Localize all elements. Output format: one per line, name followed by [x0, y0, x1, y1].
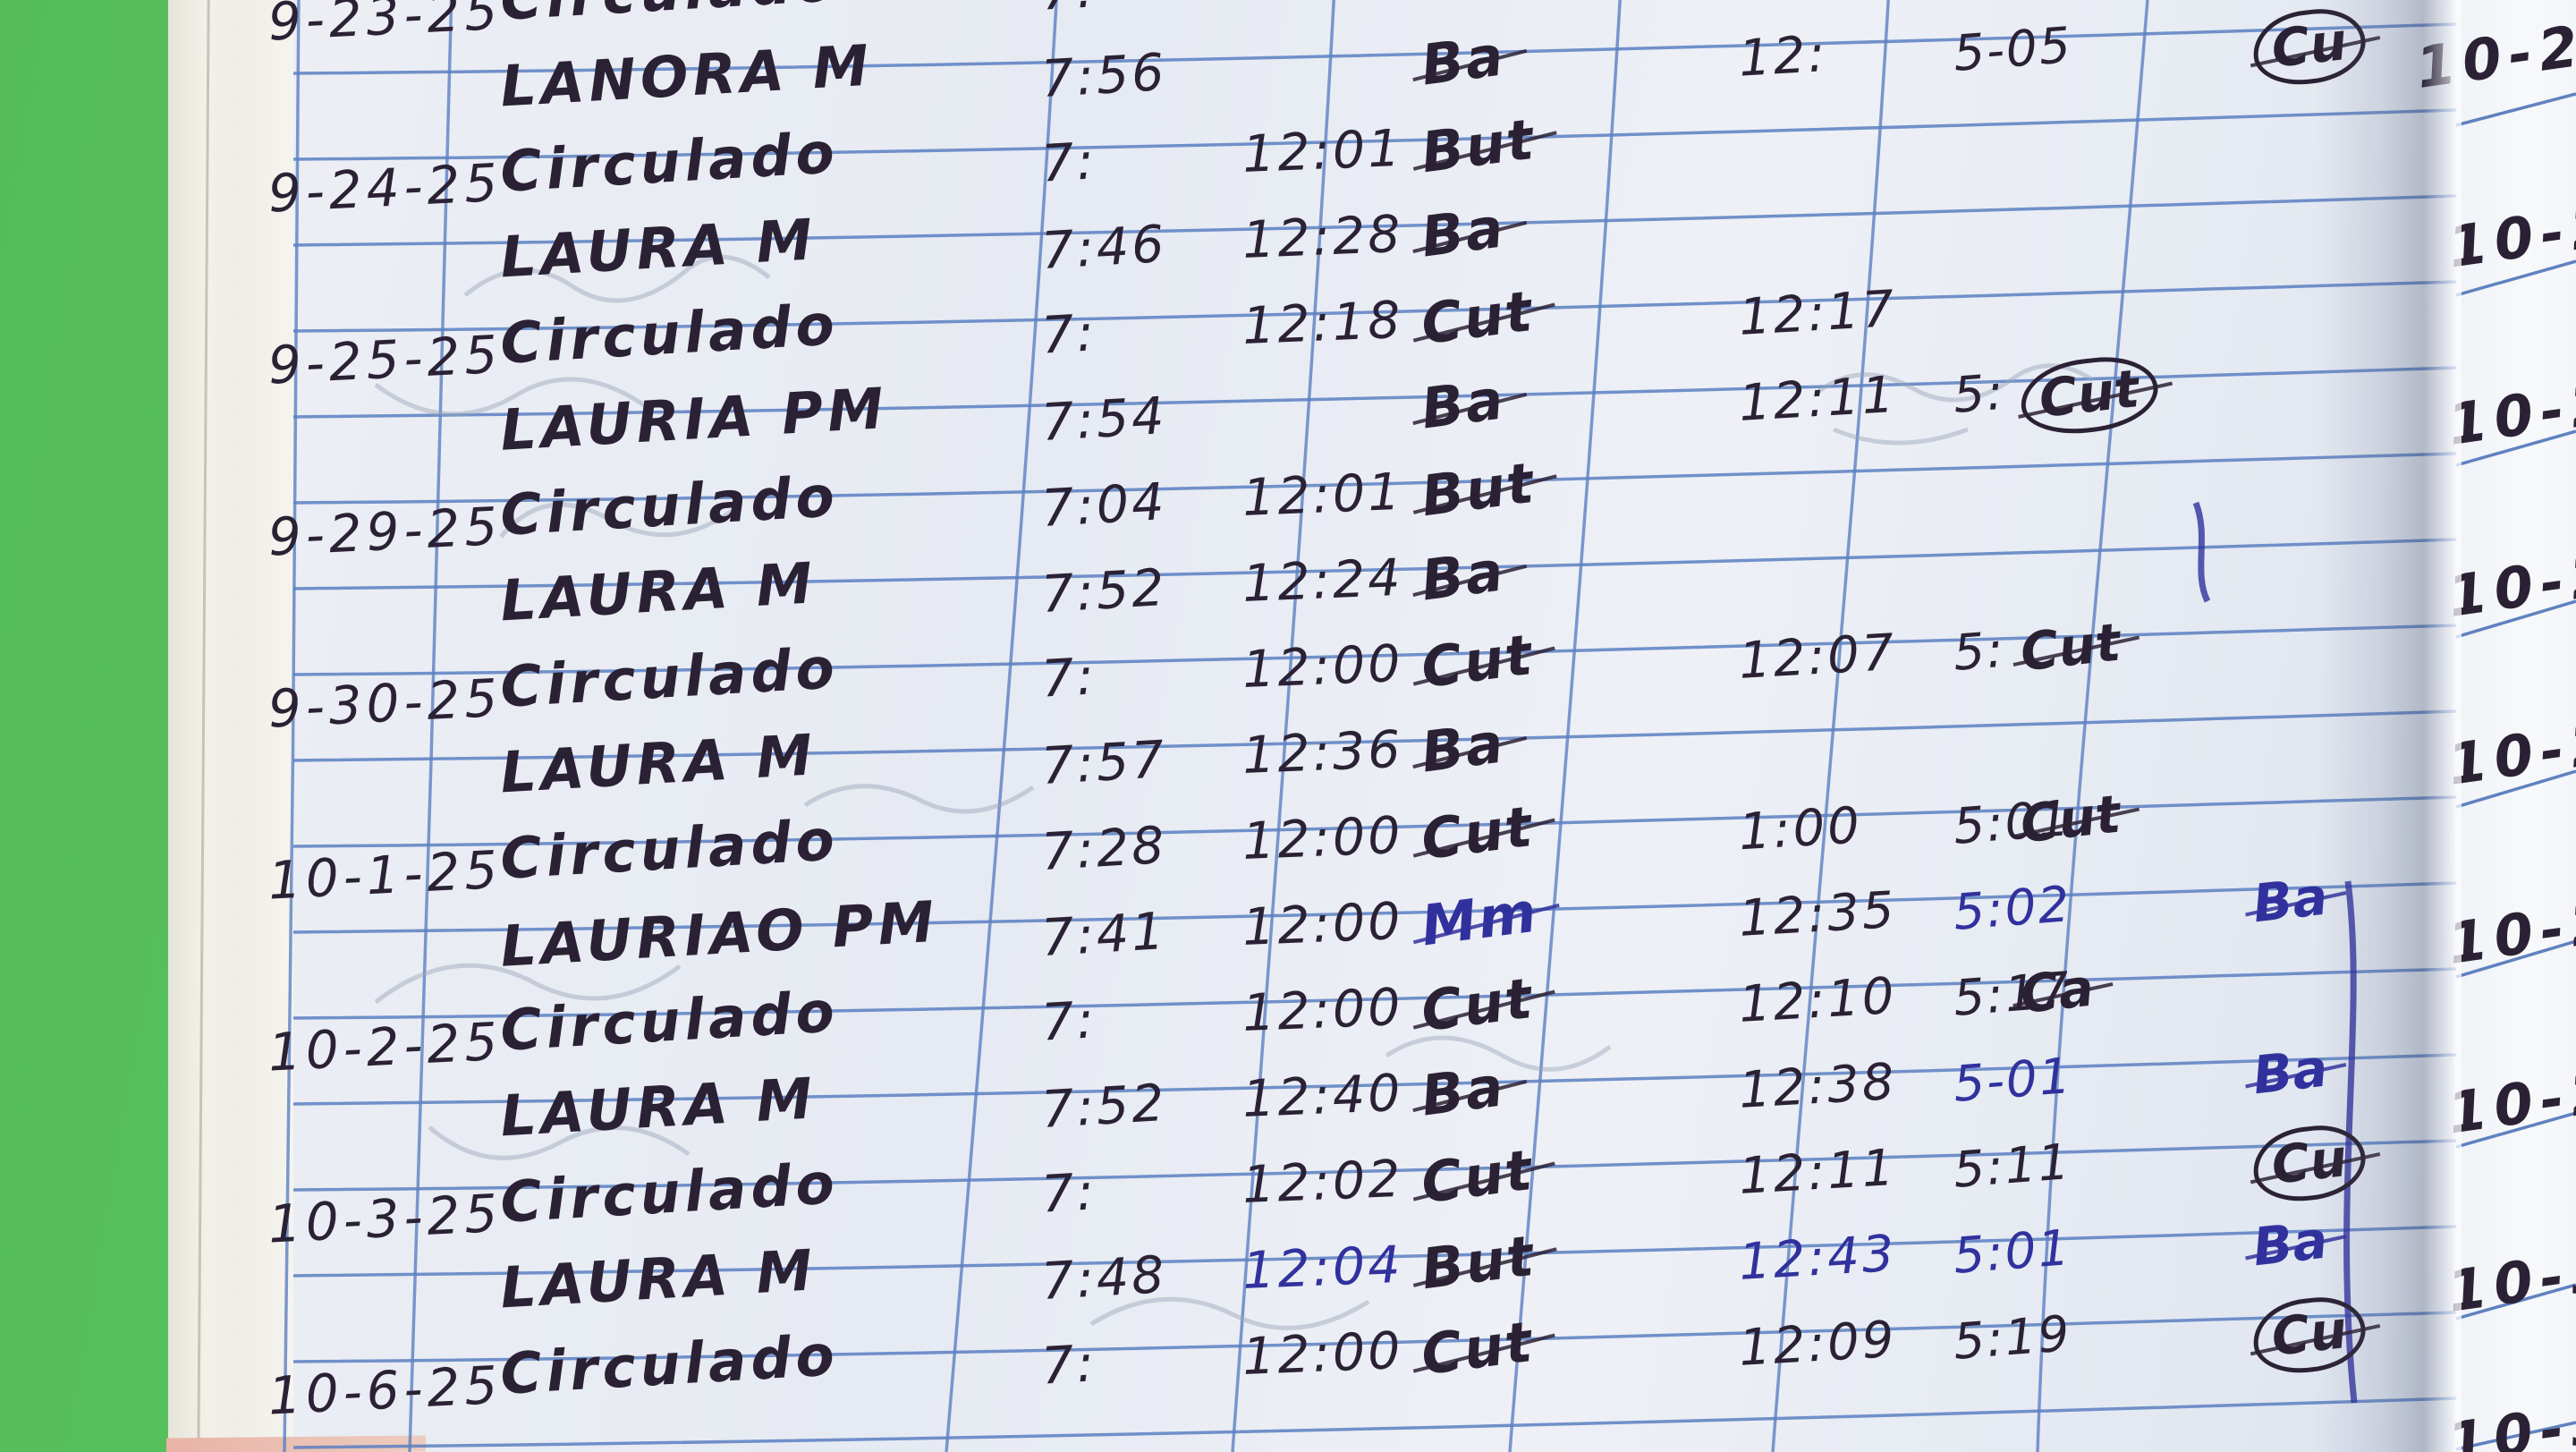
time-out-cell: 12:36	[1241, 719, 1404, 786]
signature: But	[1417, 1222, 1539, 1303]
time-out-cell: 12:01	[1241, 462, 1404, 529]
signature: Ba	[1417, 709, 1509, 785]
left-ledger-page	[293, 0, 2456, 1452]
time-out-cell: 12:24	[1241, 548, 1404, 615]
signature: But	[1417, 449, 1539, 530]
time-in-cell: 7:46	[1039, 215, 1169, 281]
signature: Ba	[1417, 366, 1509, 442]
time-out-cell: 12:18	[1241, 290, 1404, 357]
right-page-edge	[2454, 0, 2576, 1452]
right-page-rules	[2455, 92, 2576, 1451]
time-out-cell: 12:02	[1241, 1149, 1404, 1216]
signature: Ba	[1418, 0, 1509, 12]
signature-2: Cut	[2017, 783, 2123, 855]
date-cell: 10-6-25	[267, 1354, 504, 1427]
time-in-cell: 7:52	[1039, 558, 1169, 624]
time-in-cell: 7:57	[1039, 730, 1169, 796]
time-in-cell: 7:	[1039, 303, 1098, 366]
time-in-cell: 7:	[1039, 132, 1098, 194]
date-cell: 9-23-25	[267, 0, 504, 53]
time-in-cell: 7:56	[1039, 43, 1169, 109]
time-in-cell: 7:	[1039, 1162, 1098, 1225]
time-in-cell: 7:	[1039, 647, 1098, 709]
date-cell: 9-25-25	[267, 323, 504, 396]
signature: Ba	[1417, 538, 1509, 614]
evening-out-cell: 5-05	[1951, 16, 2074, 82]
date-cell: 10-1-25	[267, 838, 504, 912]
time-in-cell: 7:41	[1039, 902, 1169, 968]
noon-out-cell: 12:11	[1737, 1138, 1899, 1206]
time-out-cell: 12:0	[1241, 0, 1369, 13]
date-cell: 10-2-25	[267, 1010, 504, 1083]
signature-2: Ba	[2250, 1209, 2331, 1278]
signature: Cut	[1417, 621, 1538, 701]
evening-out-cell: 5-01	[1951, 1047, 2074, 1113]
noon-out-cell: 1:00	[1737, 796, 1864, 862]
signature: Ba	[1417, 194, 1509, 270]
time-out-cell: 12:04	[1241, 1235, 1404, 1302]
signature: Cut	[1417, 1136, 1538, 1217]
date-cell: 10-3-25	[267, 1182, 504, 1255]
time-in-cell: 7:52	[1039, 1074, 1169, 1140]
time-in-cell: 7:	[1039, 1334, 1098, 1397]
time-in-cell: 7:28	[1039, 816, 1169, 882]
time-in-cell: 7:	[1039, 0, 1097, 22]
time-in-cell: 7:	[1039, 990, 1098, 1053]
time-out-cell: 12:40	[1241, 1063, 1404, 1130]
signature: Cut	[1417, 793, 1538, 873]
date-cell: 9-30-25	[267, 667, 504, 740]
time-out-cell: 12:00	[1241, 977, 1404, 1044]
vertical-rules	[283, 0, 2149, 1452]
signature-2: Ba	[2250, 1037, 2331, 1107]
noon-out-cell: 12:07	[1737, 623, 1899, 691]
time-out-cell: 12:00	[1241, 891, 1404, 958]
evening-out-cell: 5:11	[1951, 1133, 2073, 1199]
signature: Mm	[1417, 879, 1542, 959]
bleed-through-marks	[374, 254, 2095, 1330]
signature: Ba	[1417, 22, 1509, 98]
evening-out-cell: 5:19	[1951, 1304, 2073, 1371]
date-cell: 9-24-25	[267, 151, 504, 225]
name-cell: Circulado	[498, 0, 840, 33]
book-page-edge	[168, 0, 295, 1452]
signature: Cut	[1417, 964, 1538, 1045]
evening-out-cell: 5:	[1951, 362, 2007, 424]
noon-out-cell: 12:35	[1737, 880, 1899, 948]
time-out-cell: 12:00	[1241, 1320, 1404, 1388]
date-cell: 9-29-25	[267, 495, 504, 568]
time-out-cell: 12:01	[1241, 118, 1404, 185]
noon-out-cell: 12:	[1737, 24, 1829, 89]
signature: Ba	[1417, 1053, 1509, 1129]
noon-out-cell: 12:17	[1737, 279, 1899, 347]
evening-out-cell: 5:	[1951, 620, 2007, 682]
time-out-cell: 12:28	[1241, 204, 1404, 271]
time-in-cell: 7:04	[1039, 472, 1169, 539]
noon-out-cell: 12:43	[1737, 1224, 1899, 1292]
signature: But	[1417, 106, 1539, 186]
time-in-cell: 7:48	[1039, 1245, 1169, 1312]
signature-2: Ba	[2250, 865, 2331, 935]
noon-out-cell: 12:38	[1737, 1052, 1899, 1120]
evening-out-cell: 5:01	[1951, 1218, 2073, 1285]
noon-out-cell: 12:11	[1737, 365, 1899, 433]
time-in-cell: 7:54	[1039, 386, 1169, 453]
signature: Cut	[1417, 1308, 1538, 1388]
signature-2: Cut	[2017, 611, 2123, 684]
noon-out-cell: 12:09	[1737, 1310, 1899, 1378]
evening-out-cell: 5:02	[1951, 875, 2073, 941]
signature-2: Ca	[2017, 956, 2097, 1026]
time-out-cell: 12:00	[1241, 633, 1404, 701]
noon-out-cell: 12:10	[1737, 966, 1899, 1034]
time-out-cell: 12:00	[1241, 805, 1404, 872]
signature: Cut	[1417, 277, 1538, 358]
